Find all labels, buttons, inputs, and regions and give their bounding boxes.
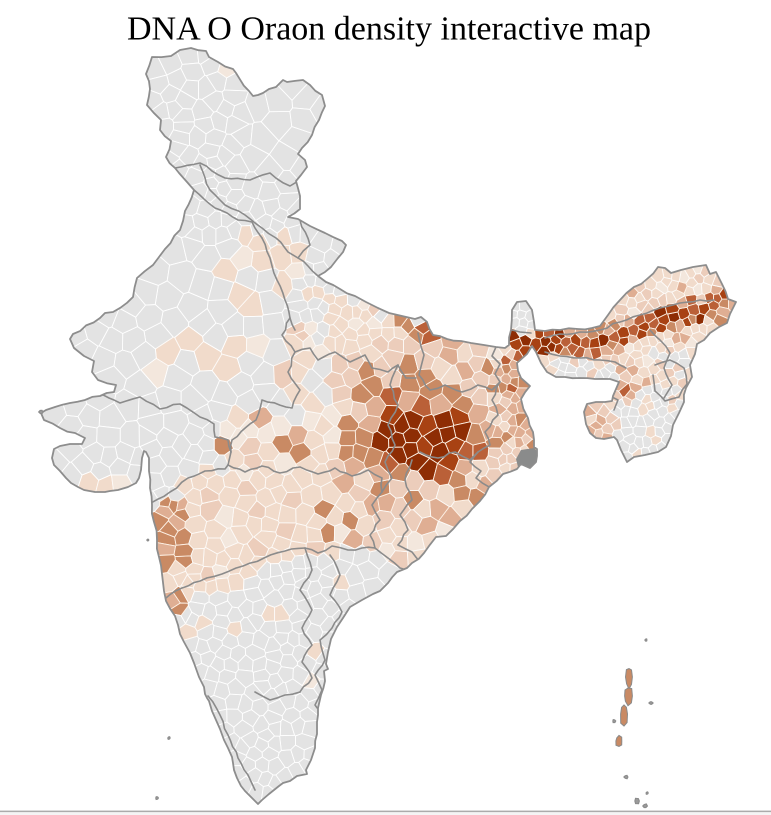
svg-text:DNA O Oraon density interactiv: DNA O Oraon density interactive map xyxy=(127,11,651,48)
